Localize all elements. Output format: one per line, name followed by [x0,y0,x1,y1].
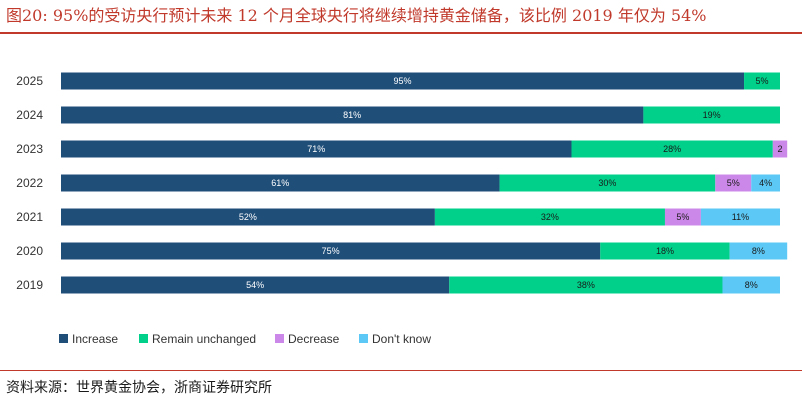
bar-don-t-know [751,174,780,192]
bar-remain-unchanged [499,174,716,192]
data-label: 32% [541,212,559,222]
bar-remain-unchanged [744,72,780,90]
bar-increase [61,174,500,192]
source-note: 资料来源：世界黄金协会，浙商证券研究所 [6,380,272,396]
legend-swatch-increase [59,334,68,343]
y-tick-label: 2025 [16,74,43,88]
bar-remain-unchanged [434,208,665,226]
data-label: 18% [656,246,674,256]
legend-label-don-t-know: Don't know [372,332,431,346]
bar-increase [61,72,745,90]
bar-don-t-know [722,276,780,294]
data-label: 71% [307,144,325,154]
data-label: 75% [322,246,340,256]
legend-swatch-don-t-know [359,334,368,343]
bar-remain-unchanged [571,140,773,158]
bar-remain-unchanged [449,276,723,294]
legend-label-remain-unchanged: Remain unchanged [152,332,256,346]
y-tick-label: 2024 [16,108,43,122]
data-label: 2 [777,144,782,154]
data-label: 54% [246,280,264,290]
stacked-bar-chart: 95% 5% 81% 19% 71% 28% 2 61% 30% 5% 4% 52% 32% 5% 11% 7… [16,72,788,346]
data-label: 38% [577,280,595,290]
bar-increase [61,106,644,124]
y-tick-label: 2023 [16,142,43,156]
bar-increase [61,140,572,158]
bar-increase [61,242,601,260]
bar-remain-unchanged [643,106,780,124]
y-tick-label: 2022 [16,176,43,190]
bar-decrease [664,208,701,226]
data-label: 19% [703,110,721,120]
data-label: 5% [676,212,689,222]
data-label: 81% [343,110,361,120]
data-label: 11% [732,212,749,222]
legend-swatch-remain-unchanged [139,334,148,343]
bar-area: 95% 5% 81% 19% 71% 28% 2 61% 30% 5% 4% 52% 32% 5% 11% 7… [61,72,788,294]
data-label: 30% [598,178,616,188]
bar-don-t-know [729,242,788,260]
y-axis: 2025 2024 2023 2022 2021 2020 2019 [16,74,43,292]
y-tick-label: 2020 [16,244,43,258]
bar-increase [61,208,435,226]
bar-decrease [715,174,752,192]
legend-label-decrease: Decrease [288,332,340,346]
y-tick-label: 2021 [16,210,43,224]
source-divider [0,370,802,371]
legend-label-increase: Increase [72,332,118,346]
legend-swatch-decrease [275,334,284,343]
legend: Increase Remain unchanged Decrease Don't kn… [59,332,431,346]
figure-title: 图20: 95%的受访央行预计未来 12 个月全球央行将继续增持黄金储备，该比例… [6,6,707,25]
data-label: 8% [752,246,765,256]
bar-decrease [772,140,788,158]
bar-increase [61,276,450,294]
data-label: 5% [756,76,769,86]
y-tick-label: 2019 [16,278,43,292]
data-label: 8% [745,280,758,290]
title-divider [0,32,802,34]
data-label: 61% [271,178,289,188]
data-label: 52% [239,212,257,222]
data-label: 28% [663,144,681,154]
data-label: 95% [394,76,412,86]
bar-don-t-know [700,208,780,226]
bar-remain-unchanged [600,242,730,260]
data-label: 4% [759,178,772,188]
data-label: 5% [727,178,740,188]
